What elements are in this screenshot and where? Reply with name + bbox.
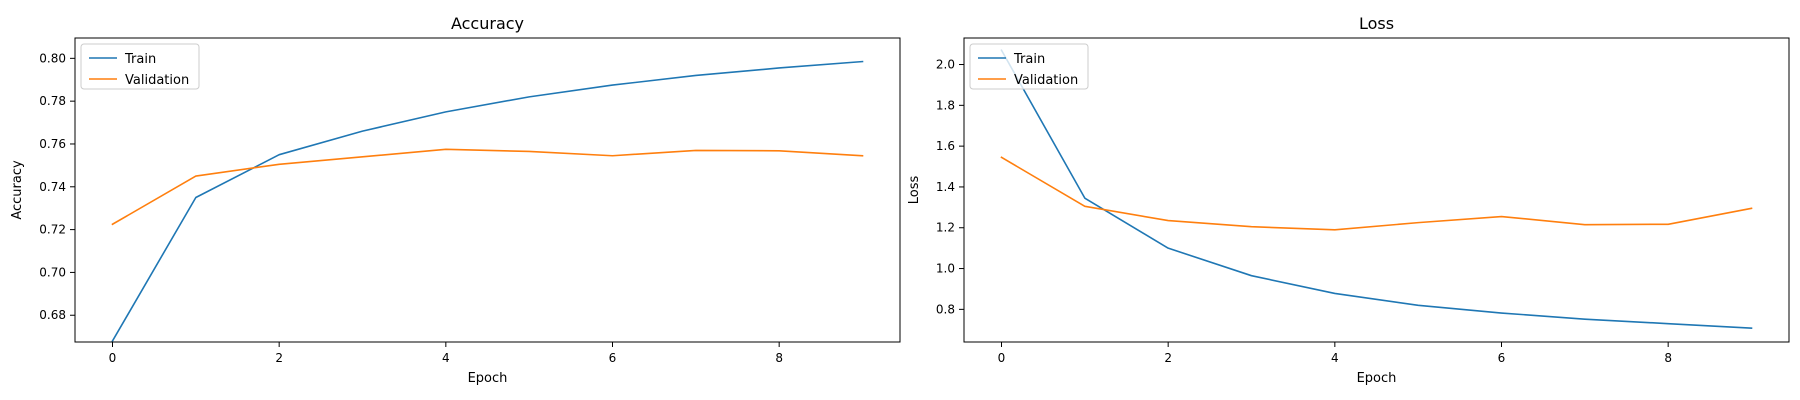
accuracy-plot-frame bbox=[74, 37, 901, 343]
accuracy-y-tick-label: 0.80 bbox=[39, 51, 66, 65]
accuracy-y-tick-label: 0.72 bbox=[39, 223, 66, 237]
loss-x-tick-label: 4 bbox=[1331, 351, 1339, 365]
accuracy-x-tick-label: 8 bbox=[775, 351, 783, 365]
loss-y-tick-label: 1.8 bbox=[936, 98, 955, 112]
loss-legend-label: Validation bbox=[1014, 73, 1078, 88]
loss-chart-title: Loss bbox=[1359, 14, 1394, 33]
loss-y-axis-label: Loss bbox=[907, 176, 922, 205]
accuracy-y-tick-label: 0.74 bbox=[39, 180, 66, 194]
accuracy-x-tick-label: 6 bbox=[609, 351, 617, 365]
accuracy-y-tick-label: 0.68 bbox=[39, 308, 66, 322]
loss-chart: Loss 0 2 4 6 8 0.8 1.0 1.2 1.4 1.6 1.8 2.0 Epoch Loss T… bbox=[907, 14, 1790, 386]
loss-series-line-train bbox=[1000, 49, 1753, 329]
loss-x-tick-label: 0 bbox=[998, 351, 1006, 365]
loss-legend: Train Validation bbox=[969, 43, 1089, 90]
loss-x-tick-label: 6 bbox=[1498, 351, 1506, 365]
loss-y-tick-label: 1.2 bbox=[936, 221, 955, 235]
accuracy-x-tick-label: 0 bbox=[109, 351, 117, 365]
loss-x-tick-label: 8 bbox=[1664, 351, 1672, 365]
loss-x-axis-label: Epoch bbox=[1357, 371, 1397, 386]
accuracy-x-tick-label: 2 bbox=[275, 351, 283, 365]
accuracy-legend-box bbox=[80, 43, 200, 90]
loss-y-tick-label: 1.4 bbox=[936, 180, 955, 194]
loss-y-tick-label: 1.6 bbox=[936, 139, 955, 153]
loss-series-line-validation bbox=[1000, 156, 1753, 231]
accuracy-chart-title: Accuracy bbox=[451, 14, 524, 33]
accuracy-legend-label: Validation bbox=[125, 73, 189, 88]
accuracy-y-tick-label: 0.70 bbox=[39, 265, 66, 279]
loss-y-tick-label: 1.0 bbox=[936, 262, 955, 276]
loss-legend-box bbox=[969, 43, 1089, 90]
accuracy-series-line-validation bbox=[111, 148, 864, 226]
accuracy-y-axis-label: Accuracy bbox=[10, 160, 25, 220]
accuracy-x-tick-label: 4 bbox=[442, 351, 450, 365]
loss-legend-label: Train bbox=[1013, 52, 1045, 67]
loss-y-tick-label: 2.0 bbox=[936, 58, 955, 72]
accuracy-x-axis-label: Epoch bbox=[468, 371, 508, 386]
accuracy-y-tick-label: 0.78 bbox=[39, 94, 66, 108]
accuracy-chart: Accuracy 0 2 4 6 8 0.68 0.70 0.72 0.74 0.76 0.78 0.8… bbox=[10, 14, 901, 386]
accuracy-y-tick-label: 0.76 bbox=[39, 137, 66, 151]
loss-y-tick-label: 0.8 bbox=[936, 302, 955, 316]
accuracy-legend: Train Validation bbox=[80, 43, 200, 90]
accuracy-series-line-train bbox=[111, 60, 864, 343]
loss-plot-frame bbox=[963, 37, 1790, 343]
loss-x-tick-label: 2 bbox=[1164, 351, 1172, 365]
accuracy-legend-label: Train bbox=[124, 52, 156, 67]
